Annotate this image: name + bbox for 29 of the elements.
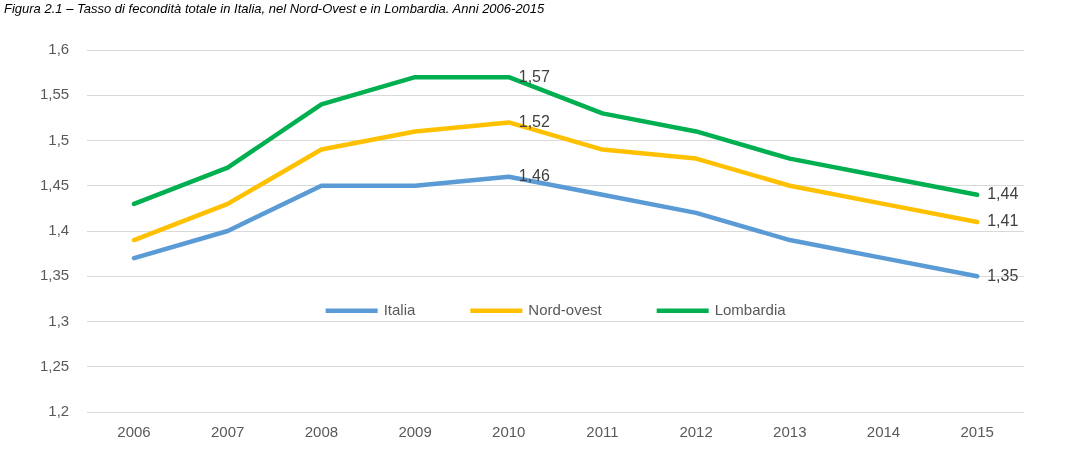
x-tick-label: 2014 [866, 423, 901, 441]
y-tick-label: 1,3 [48, 311, 70, 329]
y-tick-label: 1,35 [39, 266, 70, 284]
x-tick-label: 2006 [117, 423, 151, 441]
x-tick-label: 2012 [679, 423, 713, 441]
data-label: 1,41 [987, 212, 1019, 230]
y-tick-label: 1,6 [48, 40, 70, 58]
data-label: 1,57 [518, 67, 550, 85]
legend-label: Lombardia [714, 300, 787, 318]
data-label: 1,35 [987, 266, 1019, 284]
data-label: 1,52 [518, 112, 550, 130]
y-tick-label: 1,4 [48, 221, 70, 239]
x-tick-label: 2010 [492, 423, 526, 441]
x-tick-label: 2011 [586, 423, 619, 441]
legend-label: Italia [383, 300, 416, 318]
x-tick-label: 2009 [398, 423, 432, 441]
y-tick-label: 1,55 [39, 85, 70, 103]
chart-title: Figura 2.1 – Tasso di fecondità totale in Italia, nel Nord-Ovest e in Lombardia. Anni 2006-2015 [3, 0, 546, 18]
x-tick-label: 2007 [211, 423, 245, 441]
x-tick-label: 2008 [304, 423, 339, 441]
y-tick-label: 1,2 [48, 402, 70, 420]
y-tick-label: 1,45 [39, 175, 70, 193]
x-tick-label: 2015 [960, 423, 994, 441]
y-tick-label: 1,5 [48, 130, 70, 148]
y-tick-label: 1,25 [39, 356, 70, 374]
data-label: 1,44 [987, 185, 1019, 203]
x-tick-label: 2013 [773, 423, 807, 441]
data-label: 1,46 [518, 167, 550, 185]
legend-label: Nord-ovest [528, 300, 603, 318]
